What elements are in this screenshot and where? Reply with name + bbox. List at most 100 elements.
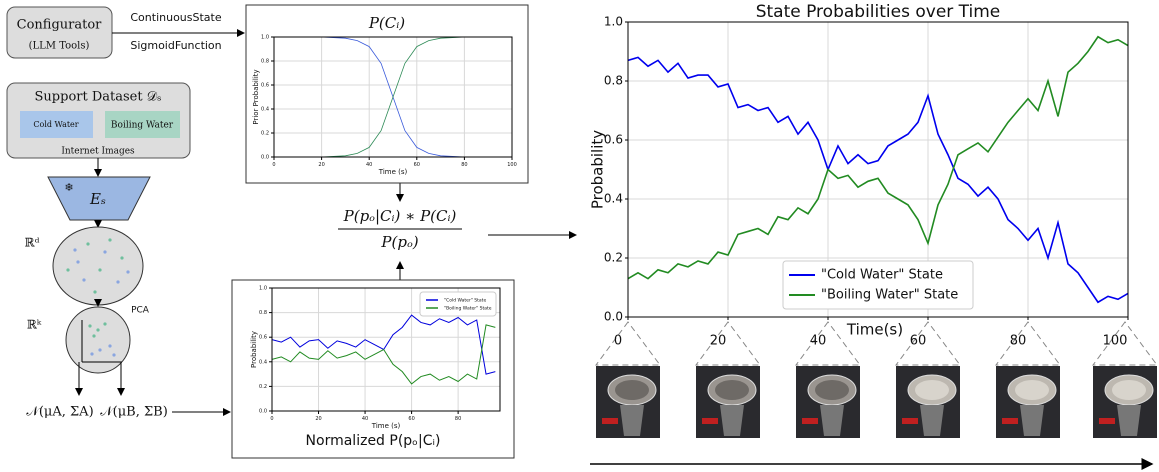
y-tick-label: 1.0 (604, 15, 623, 29)
frame-label: 40 (810, 334, 827, 349)
frozen-icon: ❄ (64, 181, 73, 194)
chart-title: P(Cᵢ) (368, 14, 405, 32)
frame-pointer (695, 321, 761, 366)
formula-denominator: P(pₒ) (380, 233, 418, 251)
pca-space (65, 306, 131, 374)
encoder-label: Eₛ (89, 190, 106, 208)
config-output: SigmoidFunction (130, 39, 221, 52)
y-tick-label: 0.4 (261, 107, 269, 113)
plot-frame (271, 287, 501, 412)
x-tick-label: 60 (414, 162, 420, 168)
stove-display (702, 418, 718, 424)
chart-caption: Normalized P(pₒ|Cᵢ) (306, 433, 441, 449)
pot-water (815, 380, 849, 400)
x-tick-label: 80 (455, 416, 461, 422)
y-tick-label: 0.2 (259, 384, 267, 390)
frame-pointer (795, 321, 861, 366)
legend-box (782, 260, 974, 310)
x-tick-label: 100 (507, 162, 517, 168)
space-label: ℝᵈ (25, 236, 40, 250)
chart-title: State Probabilities over Time (756, 2, 1001, 22)
embedding-space (52, 226, 144, 306)
y-tick-label: 0.4 (259, 359, 267, 365)
frame-label: 60 (910, 334, 927, 349)
pot-water (715, 380, 749, 400)
encoder (47, 176, 151, 221)
stove-display (902, 418, 918, 424)
x-tick-label: 40 (366, 162, 372, 168)
configurator-title: Configurator (17, 18, 103, 33)
series-line (627, 35, 1129, 280)
gaussian: 𝒩(μB, ΣB) (100, 405, 168, 420)
y-tick-label: 0.2 (261, 131, 269, 137)
frame-label: 0 (614, 334, 622, 349)
frame-pointer (595, 321, 661, 366)
y-tick-label: 0.0 (261, 155, 269, 161)
class-box (20, 111, 93, 138)
class-label: Cold Water (33, 120, 78, 129)
gaussian: 𝒩(μA, ΣA) (26, 405, 93, 420)
pot-base (1117, 405, 1141, 436)
dataset-caption: Internet Images (61, 147, 135, 157)
y-tick-label: 0.6 (261, 83, 269, 89)
pot-base (620, 405, 644, 436)
y-tick-label: 1.0 (261, 35, 269, 41)
pot-water (1112, 380, 1146, 400)
frame-pointer (1092, 321, 1158, 366)
embedding-dots (66, 238, 130, 294)
pca-dots (81, 320, 122, 363)
series-line (271, 324, 496, 385)
pot-base (1020, 405, 1044, 436)
y-tick-label: 0.8 (604, 74, 623, 88)
stove-display (602, 418, 618, 424)
x-axis-label: Time (s) (378, 168, 408, 176)
legend-entry: "Cold Water" State (821, 268, 943, 283)
frame-label: 20 (710, 334, 727, 349)
prior-chart-box (245, 4, 529, 184)
y-tick-label: 0.6 (604, 133, 623, 147)
y-tick-label: 0.2 (604, 251, 623, 265)
stove-display (1099, 418, 1115, 424)
y-axis-label: Prior Probability (252, 69, 260, 124)
legend-entry: "Cold Water" State (444, 298, 486, 304)
y-tick-label: 0.8 (259, 310, 267, 316)
x-tick-label: 20 (315, 416, 321, 422)
pot-water (615, 380, 649, 400)
stove-display (1002, 418, 1018, 424)
pot-base (920, 405, 944, 436)
y-tick-label: 0.0 (604, 310, 623, 324)
y-tick-label: 0.4 (604, 192, 623, 206)
y-tick-label: 1.0 (259, 286, 267, 292)
pot-water (1015, 380, 1049, 400)
pot-water (915, 380, 949, 400)
pot-base (720, 405, 744, 436)
class-label: Boiling Water (111, 121, 174, 131)
space-label: ℝᵏ (27, 318, 42, 332)
frame-label: 80 (1010, 334, 1027, 349)
frame-pointer (995, 321, 1061, 366)
plot-frame (273, 36, 513, 158)
stove-display (802, 418, 818, 424)
config-output: ContinuousState (130, 11, 221, 24)
formula-numerator: P(pₒ|Cᵢ) ∗ P(Cᵢ) (343, 207, 457, 225)
pot-base (820, 405, 844, 436)
series-line (627, 56, 1129, 304)
x-axis-label: Time(s) (846, 321, 903, 339)
frame-pointer (895, 321, 961, 366)
x-tick-label: 20 (318, 162, 324, 168)
y-tick-label: 0.0 (259, 409, 267, 415)
frame-label: 100 (1103, 334, 1128, 349)
legend-entry: "Boiling Water" State (821, 288, 958, 303)
x-axis-label: Time (s) (371, 422, 401, 430)
y-tick-label: 0.8 (261, 59, 269, 65)
x-tick-label: 0 (272, 162, 275, 168)
y-axis-label: Probability (250, 331, 258, 368)
y-tick-label: 0.6 (259, 335, 267, 341)
legend-entry: "Boiling Water" State (444, 306, 492, 312)
x-tick-label: 0 (270, 416, 273, 422)
configurator-subtitle: (LLM Tools) (29, 41, 90, 52)
x-tick-label: 60 (408, 416, 414, 422)
pca-label: PCA (131, 306, 150, 316)
